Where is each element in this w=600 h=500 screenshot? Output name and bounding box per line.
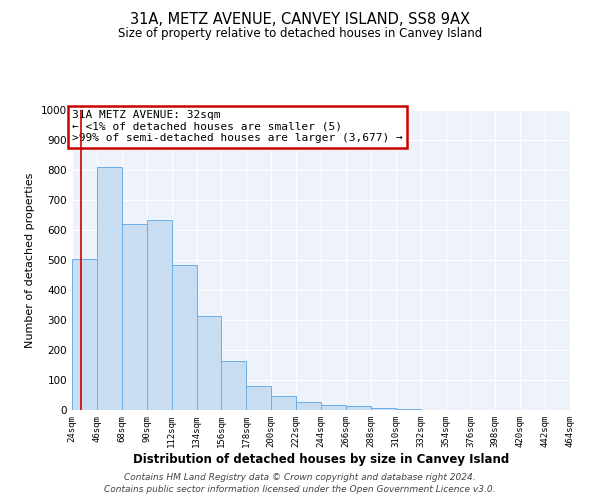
Bar	[296, 402, 321, 410]
Text: 31A METZ AVENUE: 32sqm
← <1% of detached houses are smaller (5)
>99% of semi-det: 31A METZ AVENUE: 32sqm ← <1% of detached…	[72, 110, 403, 143]
Y-axis label: Number of detached properties: Number of detached properties	[25, 172, 35, 348]
Bar	[146, 220, 172, 410]
Bar	[197, 316, 221, 410]
Bar	[321, 404, 346, 410]
Text: Size of property relative to detached houses in Canvey Island: Size of property relative to detached ho…	[118, 28, 482, 40]
Bar	[97, 167, 122, 410]
Bar	[122, 224, 147, 410]
Bar	[271, 396, 296, 410]
Bar	[72, 258, 97, 410]
Bar	[221, 361, 247, 410]
X-axis label: Distribution of detached houses by size in Canvey Island: Distribution of detached houses by size …	[133, 452, 509, 466]
Text: Contains public sector information licensed under the Open Government Licence v3: Contains public sector information licen…	[104, 485, 496, 494]
Bar	[371, 408, 396, 410]
Text: 31A, METZ AVENUE, CANVEY ISLAND, SS8 9AX: 31A, METZ AVENUE, CANVEY ISLAND, SS8 9AX	[130, 12, 470, 28]
Bar	[346, 406, 371, 410]
Bar	[172, 265, 197, 410]
Text: Contains HM Land Registry data © Crown copyright and database right 2024.: Contains HM Land Registry data © Crown c…	[124, 472, 476, 482]
Bar	[247, 386, 271, 410]
